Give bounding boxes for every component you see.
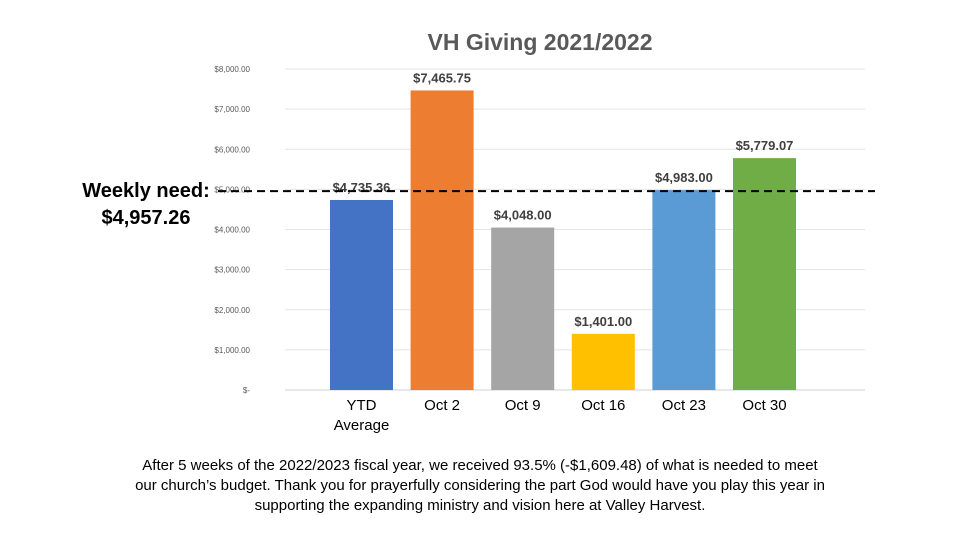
x-tick-label: Oct 9 (505, 397, 541, 414)
bar (491, 227, 555, 390)
y-axis-ticks: $- $1,000.00 $2,000.00 $3,000.00 $4,000.00 $5… (214, 65, 250, 395)
data-label: $4,983.00 (655, 170, 713, 185)
x-tick-label: Oct 16 (581, 397, 625, 414)
x-tick-label: YTD (347, 397, 377, 414)
x-tick-label: Oct 23 (662, 397, 706, 414)
y-tick-label: $7,000.00 (214, 105, 250, 114)
y-tick-label: $4,000.00 (214, 226, 250, 235)
x-tick-label: Oct 2 (424, 397, 460, 414)
y-tick-label: $5,000.00 (214, 185, 250, 194)
summary-line: our church’s budget. Thank you for praye… (135, 477, 825, 494)
x-tick-label: Average (334, 417, 390, 434)
weekly-need-value: $4,957.26 (102, 207, 191, 229)
data-label: $4,735.36 (333, 180, 391, 195)
data-labels: $4,735.36 $7,465.75 $4,048.00 $1,401.00 $4,9… (333, 70, 794, 328)
bar (733, 158, 796, 390)
bars (330, 90, 796, 391)
data-label: $5,779.07 (736, 138, 794, 153)
y-tick-label: $3,000.00 (214, 266, 250, 275)
weekly-need-label: Weekly need: (82, 180, 209, 202)
y-tick-label: $6,000.00 (214, 145, 250, 154)
giving-bar-chart: VH Giving 2021/2022 $- $1,000.00 $2,000.00… (82, 29, 875, 434)
y-tick-label: $2,000.00 (214, 306, 250, 315)
x-axis-categories: YTD Average Oct 2 Oct 9 Oct 16 Oct 23 Oct 30 (334, 397, 787, 434)
bar (571, 333, 635, 390)
bar (652, 190, 716, 390)
data-label: $1,401.00 (574, 314, 632, 329)
data-label: $4,048.00 (494, 208, 552, 223)
x-tick-label: Oct 30 (742, 397, 786, 414)
y-tick-label: $1,000.00 (214, 346, 250, 355)
summary-note: After 5 weeks of the 2022/2023 fiscal ye… (60, 456, 900, 516)
data-label: $7,465.75 (413, 70, 471, 85)
y-tick-label: $8,000.00 (214, 65, 250, 74)
y-tick-label: $- (243, 386, 250, 395)
summary-line: supporting the expanding ministry and vi… (254, 497, 706, 514)
chart-title: VH Giving 2021/2022 (427, 29, 652, 55)
bar (330, 199, 393, 390)
summary-line: After 5 weeks of the 2022/2023 fiscal ye… (142, 457, 818, 474)
bar (410, 90, 474, 391)
